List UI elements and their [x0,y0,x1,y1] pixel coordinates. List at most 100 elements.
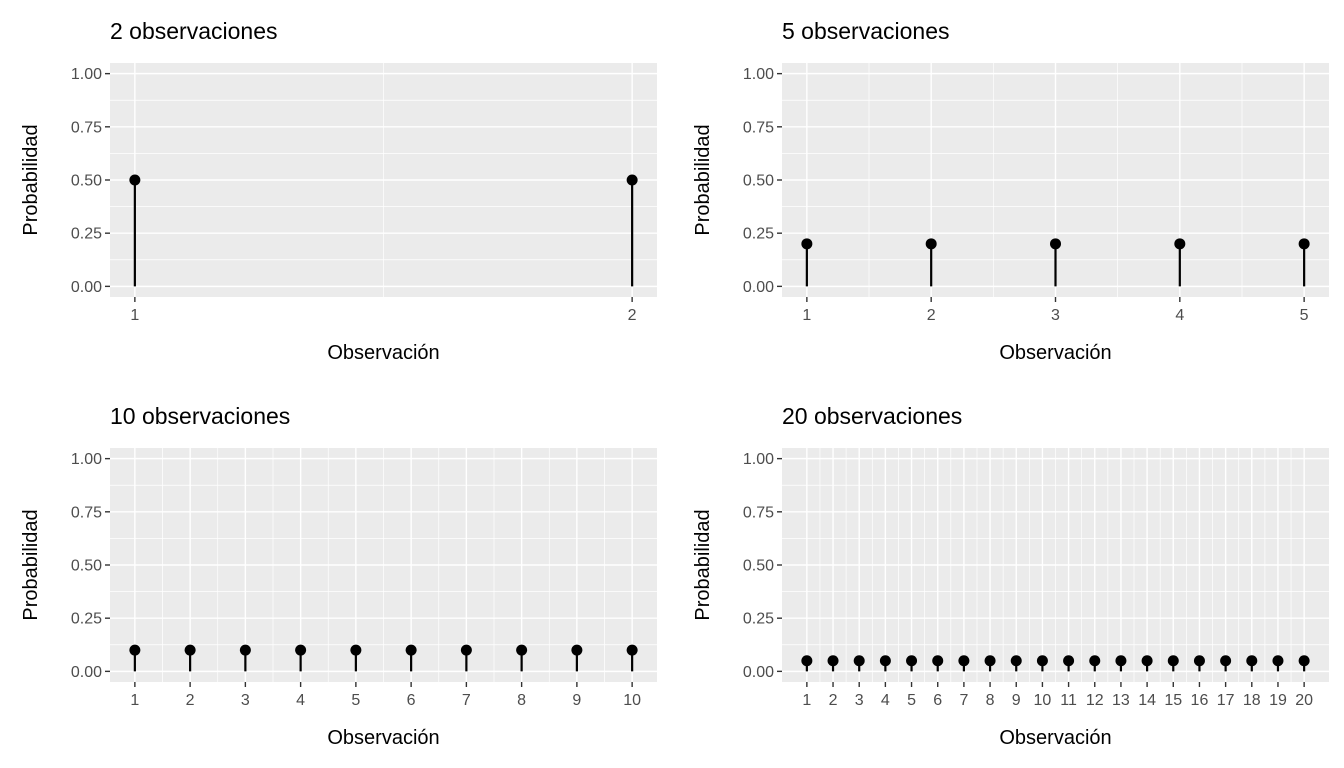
point [1036,655,1048,667]
x-tick-label: 1 [130,307,139,324]
x-tick-label: 8 [517,692,526,709]
y-tick-label: 0.25 [743,226,774,243]
x-tick-label: 1 [130,692,139,709]
x-tick-label: 18 [1243,692,1261,709]
x-axis-label: Observación [999,342,1111,364]
point [1298,655,1310,667]
x-tick-label: 20 [1295,692,1313,709]
panel-3: 10 observaciones 0.00 0.25 0.50 0.75 1.00 1 2 3 4… [20,403,657,749]
x-tick-label: 6 [407,692,416,709]
y-tick-label: 0.00 [743,279,774,296]
y-tick-label: 1.00 [71,451,102,468]
point [801,655,813,667]
x-axis-label: Observación [327,342,439,364]
y-tick-label: 0.25 [71,226,102,243]
point [129,644,141,656]
point [1063,655,1075,667]
y-tick-label: 1.00 [71,66,102,83]
y-tick-label: 0.50 [71,173,102,190]
point [801,238,813,250]
point [129,174,141,186]
y-axis-label: Probabilidad [692,509,714,620]
x-tick-label: 3 [1051,307,1060,324]
point [1141,655,1153,667]
point [460,644,472,656]
x-tick-label: 3 [855,692,864,709]
x-tick-label: 5 [1300,307,1309,324]
y-axis-label: Probabilidad [20,124,42,235]
panel-title: 5 observaciones [782,18,950,44]
x-tick-label: 13 [1112,692,1130,709]
panel-2: 5 observaciones 0.00 0.25 0.50 0.75 1.00 1 2 3 4 5… [692,18,1329,364]
point [932,655,944,667]
y-tick-label: 0.75 [743,504,774,521]
point [1174,238,1186,250]
point [1246,655,1258,667]
y-tick-label: 0.00 [743,664,774,681]
x-tick-label: 1 [802,692,811,709]
x-tick-label: 6 [933,692,942,709]
point [239,644,251,656]
x-tick-label: 4 [1175,307,1184,324]
y-tick-label: 0.50 [743,173,774,190]
point [1193,655,1205,667]
point [1089,655,1101,667]
point [958,655,970,667]
x-tick-label: 3 [241,692,250,709]
panel-title: 10 observaciones [110,403,290,429]
y-tick-label: 0.75 [743,119,774,136]
x-tick-label: 5 [907,692,916,709]
point [1115,655,1127,667]
point [906,655,918,667]
y-tick-label: 0.50 [71,558,102,575]
point [184,644,196,656]
point [1010,655,1022,667]
y-tick-label: 0.75 [71,119,102,136]
point [1272,655,1284,667]
x-tick-label: 8 [986,692,995,709]
x-tick-label: 2 [927,307,936,324]
x-tick-label: 7 [959,692,968,709]
x-tick-label: 10 [623,692,641,709]
x-tick-label: 12 [1086,692,1104,709]
y-tick-label: 0.25 [71,611,102,628]
y-tick-label: 0.75 [71,504,102,521]
point [925,238,937,250]
y-tick-label: 0.25 [743,611,774,628]
x-tick-label: 9 [572,692,581,709]
x-tick-label: 1 [802,307,811,324]
y-axis-label: Probabilidad [20,509,42,620]
point [626,644,638,656]
point [350,644,362,656]
panel-1: 2 observaciones 0.00 0.25 0.50 0.75 1.00 1 2 Obs… [20,18,657,364]
y-tick-label: 0.00 [71,279,102,296]
x-tick-label: 15 [1164,692,1182,709]
y-tick-label: 0.00 [71,664,102,681]
point [295,644,307,656]
y-tick-label: 1.00 [743,451,774,468]
x-tick-label: 4 [881,692,890,709]
y-tick-label: 0.50 [743,558,774,575]
x-tick-label: 2 [186,692,195,709]
point [1167,655,1179,667]
x-tick-label: 10 [1034,692,1052,709]
x-tick-label: 14 [1138,692,1156,709]
x-axis-label: Observación [327,727,439,749]
point [571,644,583,656]
panel-title: 20 observaciones [782,403,962,429]
point [853,655,865,667]
y-tick-label: 1.00 [743,66,774,83]
y-axis-label: Probabilidad [692,124,714,235]
point [626,174,638,186]
point [879,655,891,667]
x-tick-label: 4 [296,692,305,709]
panel-title: 2 observaciones [110,18,278,44]
x-tick-label: 9 [1012,692,1021,709]
x-axis-label: Observación [999,727,1111,749]
point [1298,238,1310,250]
x-tick-label: 17 [1217,692,1235,709]
x-tick-label: 7 [462,692,471,709]
point [1050,238,1061,250]
panel-4: 20 observaciones 0.00 0.25 0.50 0.75 1.00 1 2 3 4… [692,403,1329,749]
